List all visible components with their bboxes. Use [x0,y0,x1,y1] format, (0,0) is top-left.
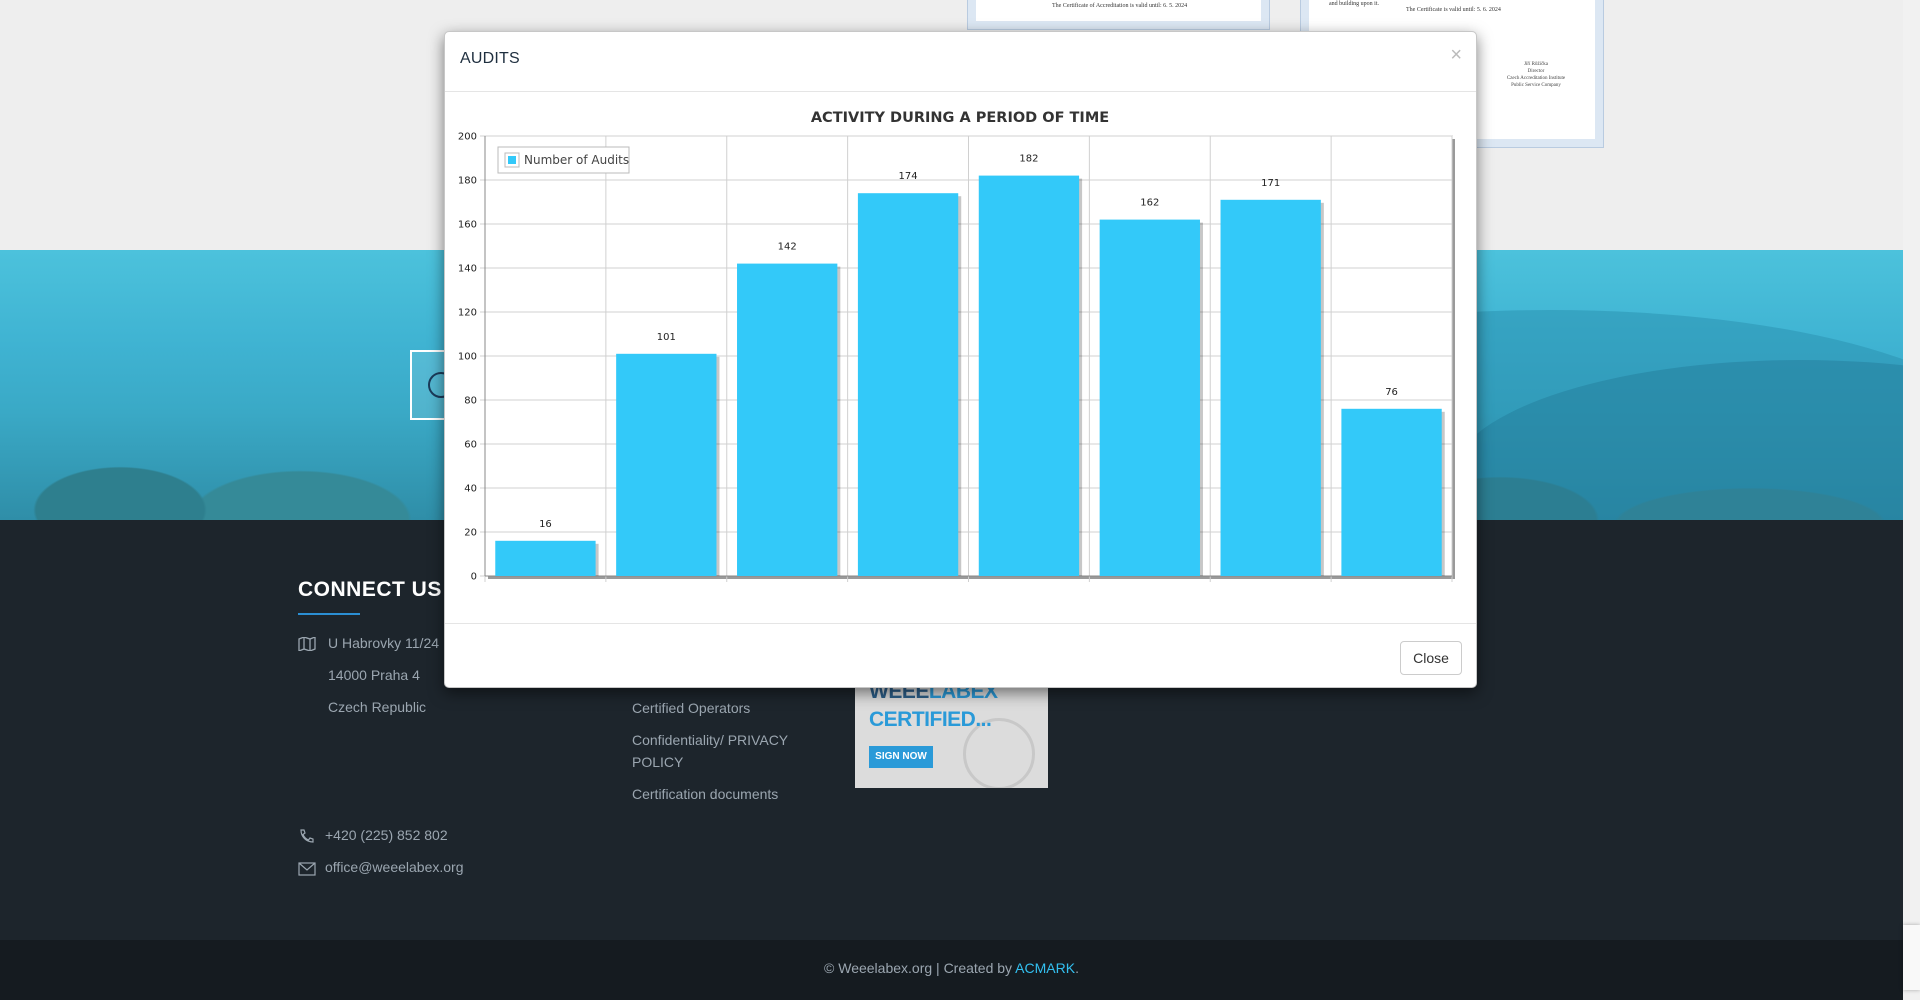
bar-2016 [737,263,838,576]
promo-subtitle: CERTIFIED... [869,708,992,731]
acmark-link[interactable]: ACMARK [1015,960,1076,976]
certificate-left-image: The Certificate of Accreditation is vali… [967,0,1270,30]
close-button[interactable]: Close [1400,641,1462,675]
bar-2017 [857,193,959,576]
modal-header: AUDITS × [445,32,1476,92]
copyright-text: © Weeelabex.org | Created by ACMARK. [0,960,1903,976]
copyright-prefix: © Weeelabex.org | Created by [824,960,1016,976]
modal-title: AUDITS [460,50,520,67]
recaptcha-badge[interactable] [1903,925,1920,990]
y-tick-label: 140 [458,264,477,275]
phone-icon [300,829,314,843]
y-tick-label: 160 [458,220,477,231]
close-icon[interactable]: × [1450,44,1462,66]
footer-link-certified-operators[interactable]: Certified Operators [632,700,751,716]
signature-org: Czech Accreditation Institute [1506,76,1566,81]
certificate-right-text: The Certificate is valid until: 5. 6. 20… [1406,7,1501,13]
heading-underline [298,613,360,615]
connect-us-heading: CONNECT US [298,578,442,601]
copyright-suffix: . [1075,960,1079,976]
chart-title: ACTIVITY DURING A PERIOD OF TIME [811,110,1109,126]
bar-2018 [978,175,1080,576]
mail-icon [298,862,316,876]
data-label: 101 [657,332,676,343]
data-label: 174 [899,171,918,182]
certificate-signature: Jiří Růžička Director Czech Accreditatio… [1501,61,1571,89]
y-tick-label: 60 [464,440,477,451]
data-label: 142 [778,242,797,253]
certificate-right-text0: and building upon it. [1329,1,1379,7]
y-tick-label: 0 [471,572,477,583]
legend-box [497,146,630,174]
data-label: 182 [1019,154,1038,165]
map-icon [298,637,316,651]
data-label: 171 [1261,178,1280,189]
bar-2021 [1341,408,1442,576]
legend-swatch [508,156,516,164]
modal-footer: Close [445,623,1476,689]
audits-bar-chart: ACTIVITY DURING A PERIOD OF TIME 0 20 40 60… [458,110,1455,583]
address-line-2: 14000 Praha 4 [328,667,420,683]
y-tick-label: 200 [458,132,477,143]
data-label: 162 [1140,198,1159,209]
certified-stamp-icon [963,718,1035,788]
y-tick-label: 120 [458,308,477,319]
signature-role: Director [1527,69,1545,74]
legend-label: Number of Audits [524,153,629,167]
y-tick-label: 100 [458,352,477,363]
address-line-3: Czech Republic [328,699,427,715]
signature-name: Jiří Růžička [1523,62,1549,67]
email-address[interactable]: office@weeelabex.org [325,859,464,875]
y-tick-label: 40 [464,484,477,495]
scrollbar[interactable] [1903,0,1920,1000]
footer-link-certification-documents[interactable]: Certification documents [632,786,779,802]
y-tick-label: 80 [464,396,477,407]
certificate-left-text: The Certificate of Accreditation is vali… [1052,3,1188,9]
data-label: 16 [539,519,552,530]
address-line-1: U Habrovky 11/24 [328,635,440,651]
bar-2019 [1099,219,1200,576]
bar-2020 [1220,199,1321,577]
y-tick-label: 20 [464,528,477,539]
footer-link-privacy-policy[interactable]: Confidentiality/ PRIVACY POLICY [632,732,788,770]
y-tick-label: 180 [458,176,477,187]
bar-2014 [495,540,596,576]
bar-2015 [616,353,717,576]
sign-now-button[interactable]: SIGN NOW [869,746,933,768]
copyright-bar [0,940,1903,1000]
phone-number[interactable]: +420 (225) 852 802 [325,827,448,843]
data-label: 76 [1385,387,1398,398]
signature-org2: Public Service Company [1511,83,1561,88]
